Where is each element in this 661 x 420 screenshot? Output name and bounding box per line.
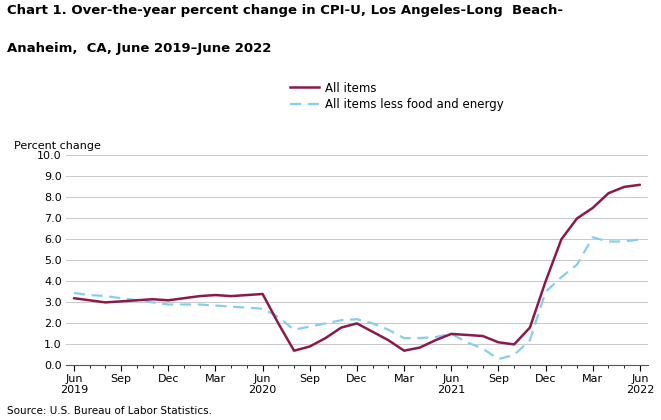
- Text: Anaheim,  CA, June 2019–June 2022: Anaheim, CA, June 2019–June 2022: [7, 42, 271, 55]
- Text: Source: U.S. Bureau of Labor Statistics.: Source: U.S. Bureau of Labor Statistics.: [7, 406, 212, 416]
- Legend: All items, All items less food and energy: All items, All items less food and energ…: [290, 81, 504, 111]
- Text: Chart 1. Over-the-year percent change in CPI-U, Los Angeles-Long  Beach-: Chart 1. Over-the-year percent change in…: [7, 4, 563, 17]
- Text: Percent change: Percent change: [14, 141, 100, 151]
